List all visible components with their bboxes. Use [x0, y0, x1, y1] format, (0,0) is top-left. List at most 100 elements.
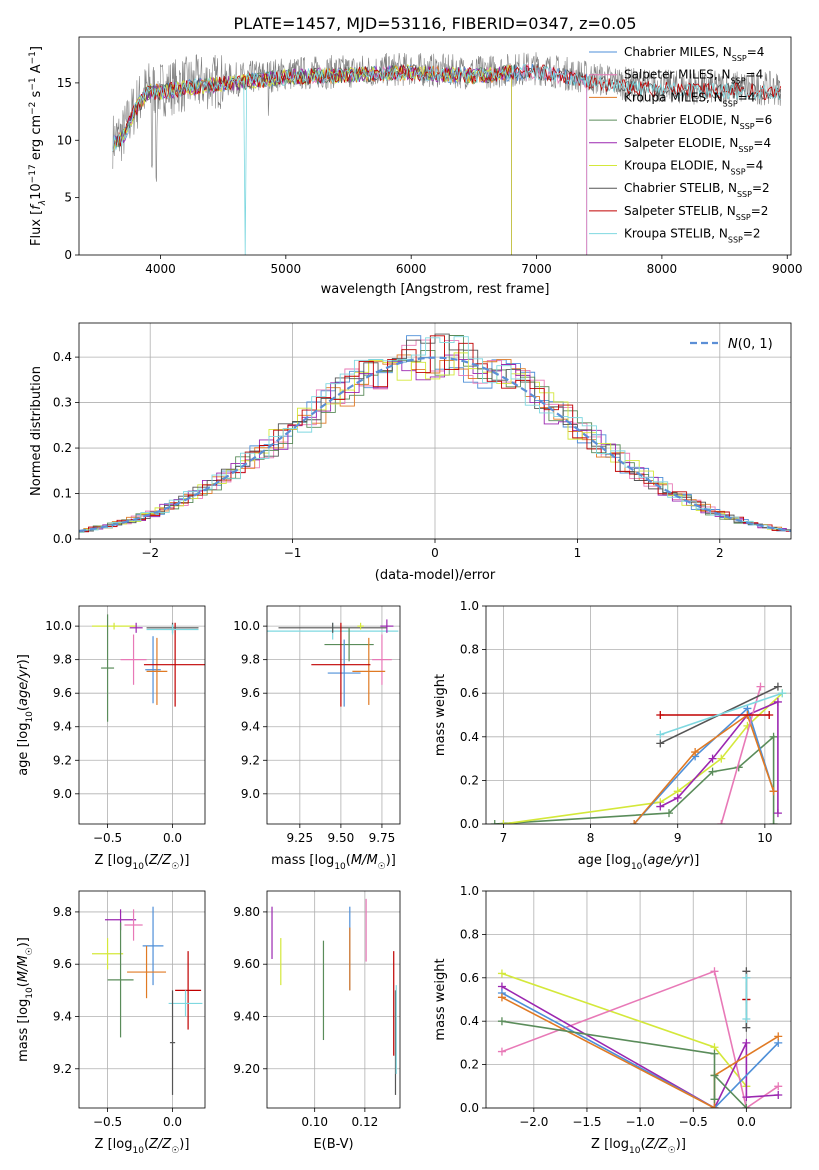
- residual-histogram: [79, 335, 791, 533]
- data-point-marker: [656, 802, 665, 811]
- y-axis-label: Normed distribution: [29, 366, 44, 496]
- data-point-marker: [774, 1090, 783, 1099]
- axes-frame: [78, 322, 792, 540]
- legend-label: Kroupa ELODIE, NSSP=4: [624, 159, 763, 177]
- y-tick-label: 0.2: [53, 441, 72, 455]
- data-point-marker: [710, 1104, 719, 1108]
- y-tick-label: 0.4: [53, 350, 72, 364]
- data-point-marker: [710, 967, 719, 976]
- y-tick-label: 5: [64, 191, 72, 205]
- y-tick-label: 9.2: [241, 753, 260, 767]
- data-point-marker: [756, 682, 765, 691]
- plot-area: [79, 333, 791, 533]
- x-tick-label: 7: [500, 831, 508, 845]
- y-tick-label: 15: [57, 76, 72, 90]
- y-tick-label: 9.8: [53, 905, 72, 919]
- y-tick-label: 0.0: [460, 817, 479, 831]
- data-point-marker: [742, 1104, 751, 1108]
- axes-frame: [78, 890, 206, 1109]
- data-point-marker: [499, 820, 508, 824]
- data-point-marker: [497, 993, 506, 1002]
- legend-label: Chabrier MILES, NSSP=4: [624, 45, 764, 63]
- x-tick-label: 1: [574, 546, 582, 560]
- plot-area: [91, 614, 205, 722]
- x-tick-label: 0.0: [163, 831, 182, 845]
- mass-weight-line: [503, 692, 783, 824]
- x-axis-label: mass [log10(M/M☉)]: [271, 853, 396, 872]
- x-tick-label: 0: [431, 546, 439, 560]
- y-tick-label: 9.6: [53, 686, 72, 700]
- data-point-marker: [769, 820, 778, 824]
- legend-label: Salpeter ELODIE, NSSP=4: [624, 136, 771, 154]
- y-tick-label: 10.0: [45, 619, 72, 633]
- x-tick-label: −0.5: [93, 1115, 122, 1129]
- y-tick-label: 9.4: [53, 1009, 72, 1023]
- x-tick-label: −2: [141, 546, 159, 560]
- data-point-marker: [773, 697, 782, 706]
- x-tick-label: 8: [587, 831, 595, 845]
- mass-weight-line: [494, 735, 775, 824]
- residual-histogram: [79, 336, 791, 533]
- data-point-marker: [691, 748, 700, 757]
- plot-area: [271, 898, 397, 1095]
- axes-frame: [78, 36, 792, 256]
- data-point-marker: [769, 787, 778, 796]
- data-point-marker: [773, 809, 782, 818]
- axes-frame: [266, 605, 401, 825]
- y-tick-label: 9.8: [53, 653, 72, 667]
- y-tick-label: 0.1: [53, 487, 72, 501]
- y-tick-label: 9.0: [53, 787, 72, 801]
- mass-weight-line: [720, 686, 762, 824]
- mass-weight-line: [659, 700, 779, 814]
- data-point-marker: [656, 739, 665, 748]
- axes-frame: [78, 605, 206, 825]
- plot-area: [112, 52, 782, 255]
- data-point-marker: [490, 820, 499, 824]
- y-axis-label: Flux [fλ10−17 erg cm−2 s−1 A−1]: [28, 46, 48, 246]
- y-tick-label: 9.4: [53, 720, 72, 734]
- data-point-marker: [742, 973, 751, 982]
- axes-frame: [485, 605, 792, 825]
- spectrum-model-line: [112, 64, 781, 255]
- y-tick-label: 0.8: [460, 927, 479, 941]
- data-point-marker: [710, 1071, 719, 1080]
- data-point-marker: [497, 1017, 506, 1026]
- x-tick-label: 9.25: [286, 831, 313, 845]
- x-tick-label: −2.0: [519, 1115, 548, 1129]
- legend-label: Salpeter MILES, NSSP=4: [624, 68, 763, 86]
- axes-frame: [485, 890, 792, 1109]
- data-point-marker: [708, 767, 717, 776]
- x-tick-label: 9.75: [369, 831, 396, 845]
- x-tick-label: −0.5: [93, 831, 122, 845]
- y-tick-label: 1.0: [460, 884, 479, 898]
- x-axis-label: E(B-V): [313, 1137, 353, 1152]
- data-point-marker: [717, 754, 726, 763]
- x-tick-label: −1.5: [572, 1115, 601, 1129]
- mass-weight-line: [501, 972, 748, 1087]
- mass-weight-line: [633, 707, 775, 824]
- data-point-marker: [710, 1095, 719, 1104]
- data-point-marker: [497, 1047, 506, 1056]
- y-tick-label: 1.0: [460, 599, 479, 613]
- x-tick-label: 8000: [647, 262, 678, 276]
- y-tick-label: 10.0: [233, 619, 260, 633]
- residual-histogram: [79, 339, 791, 533]
- x-axis-label: (data-model)/error: [375, 568, 496, 583]
- data-point-marker: [708, 754, 717, 763]
- spectrum-model-line: [112, 63, 512, 255]
- mass-weight-line: [633, 713, 775, 824]
- y-tick-label: 0.4: [460, 730, 479, 744]
- x-tick-label: 9: [674, 831, 682, 845]
- x-tick-label: 7000: [521, 262, 552, 276]
- x-axis-label: age [log10(age/yr)]: [578, 853, 700, 872]
- gaussian-curve: [79, 356, 791, 533]
- figure-title: PLATE=1457, MJD=53116, FIBERID=0347, z=0…: [233, 14, 636, 33]
- y-tick-label: 9.4: [241, 720, 260, 734]
- legend-label: N(0, 1): [728, 337, 773, 352]
- x-axis-label: Z [log10(Z/Z☉)]: [95, 1137, 190, 1156]
- y-tick-label: 0.6: [460, 971, 479, 985]
- data-point-marker: [710, 1049, 719, 1058]
- y-tick-label: 9.6: [241, 686, 260, 700]
- y-tick-label: 0.3: [53, 396, 72, 410]
